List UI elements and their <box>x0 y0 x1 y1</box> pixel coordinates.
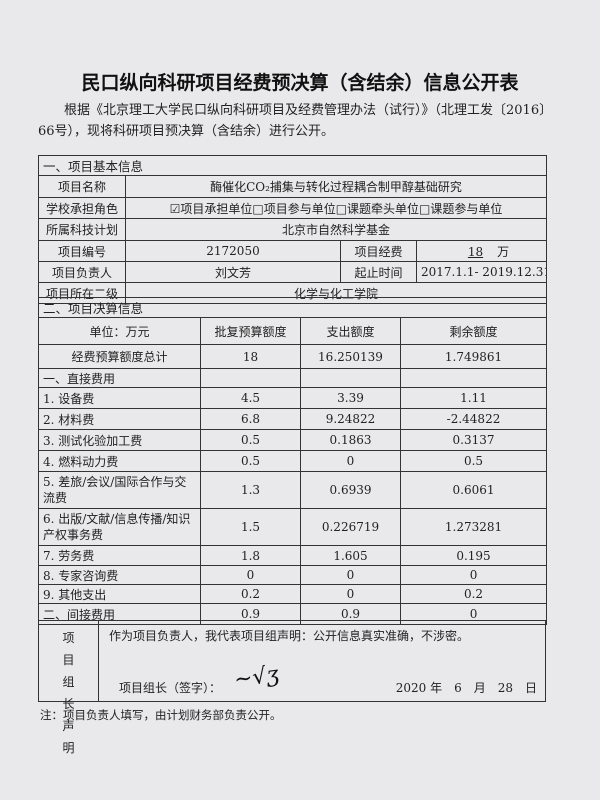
page-title: 民口纵向科研项目经费预决算（含结余）信息公开表 <box>81 72 519 94</box>
basic-info-table: 一、项目基本信息 项目名称 酶催化CO₂捕集与转化过程耦合制甲醇基础研究 学校承担… <box>37 155 548 304</box>
budget-item: 3. 测试化验加工费 <box>38 429 201 451</box>
budget-remaining: 0 <box>399 565 548 585</box>
budget-approved: 0.9 <box>200 603 301 625</box>
budget-item: 2. 材料费 <box>38 408 201 430</box>
header-remaining: 剩余额度 <box>399 317 548 345</box>
budget-approved: 6.8 <box>200 408 301 430</box>
budget-row: 二、间接费用 0.9 0.9 0 <box>38 603 548 625</box>
budget-spent: 0.6939 <box>300 471 401 509</box>
intro-paragraph: 根据《北京理工大学民口纵向科研项目及经费管理办法（试行）》（北理工发〔2016〕… <box>38 103 546 139</box>
budget-item: 二、间接费用 <box>38 603 201 625</box>
declaration-label-text: 项目组长声明 <box>62 631 75 755</box>
budget-item: 7. 劳务费 <box>38 545 201 566</box>
header-spent: 支出额度 <box>300 317 401 345</box>
budget-item: 4. 燃料动力费 <box>38 450 201 472</box>
budget-item: 8. 专家咨询费 <box>38 565 201 585</box>
budget-spent: 1.605 <box>300 545 401 566</box>
period-value: 2017.1.1- 2019.12.31 <box>415 261 548 283</box>
period-label: 起止时间 <box>340 261 417 283</box>
plan-value: 北京市自然科学基金 <box>124 218 548 241</box>
budget-approved: 0.5 <box>200 450 301 472</box>
budget-row: 5. 差旅/会议/国际合作与交流费 1.3 0.6939 0.6061 <box>38 471 548 509</box>
budget-approved <box>200 368 301 388</box>
budget-item: 经费预算额度总计 <box>38 344 201 369</box>
budget-spent <box>300 368 401 388</box>
leader-label: 项目负责人 <box>38 261 126 283</box>
section-basic-title: 一、项目基本信息 <box>37 155 548 176</box>
budget-approved: 0.2 <box>200 584 301 604</box>
budget-remaining: 1.11 <box>399 387 548 409</box>
budget-row: 4. 燃料动力费 0.5 0 0.5 <box>38 450 548 472</box>
fund-unit: 万 <box>497 244 510 259</box>
budget-spent: 0 <box>300 565 401 585</box>
budget-remaining: 0.2 <box>399 584 548 604</box>
header-approved: 批复预算额度 <box>200 317 301 345</box>
budget-item: 1. 设备费 <box>38 387 201 409</box>
budget-spent: 0.1863 <box>300 429 401 451</box>
budget-item: 5. 差旅/会议/国际合作与交流费 <box>38 471 201 509</box>
budget-approved: 1.3 <box>200 471 301 509</box>
budget-approved: 18 <box>200 344 301 369</box>
footnote: 注：项目负责人填写，由计划财务部负责公开。 <box>40 708 282 722</box>
declaration-date: 2020 年 6 月 28 日 <box>395 681 537 695</box>
budget-remaining: 0.3137 <box>399 429 548 451</box>
budget-row: 6. 出版/文献/信息传播/知识产权事务费 1.5 0.226719 1.273281 <box>38 508 548 546</box>
fund-value: 18 <box>467 244 484 259</box>
budget-table: 二、项目决算信息 单位：万元 批复预算额度 支出额度 剩余额度 经费预算额度总计… <box>37 297 548 625</box>
budget-row: 一、直接费用 <box>38 368 548 388</box>
declaration-text: 作为项目负责人，我代表项目组声明：公开信息真实准确，不涉密。 <box>109 629 470 643</box>
budget-row: 7. 劳务费 1.8 1.605 0.195 <box>38 545 548 566</box>
declaration-label: 项目组长声明 <box>39 621 99 755</box>
budget-remaining: 0.5 <box>399 450 548 472</box>
budget-row: 经费预算额度总计 18 16.250139 1.749861 <box>38 344 548 369</box>
plan-label: 所属科技计划 <box>38 218 126 241</box>
budget-approved: 0 <box>200 565 301 585</box>
section-budget-title: 二、项目决算信息 <box>37 297 548 318</box>
budget-approved: 1.8 <box>200 545 301 566</box>
budget-spent: 3.39 <box>300 387 401 409</box>
header-unit: 单位：万元 <box>38 317 201 345</box>
budget-spent: 0.9 <box>300 603 401 625</box>
budget-item: 9. 其他支出 <box>38 584 201 604</box>
budget-item: 一、直接费用 <box>38 368 201 388</box>
budget-approved: 1.5 <box>200 508 301 546</box>
budget-row: 1. 设备费 4.5 3.39 1.11 <box>38 387 548 409</box>
budget-remaining: 0.6061 <box>399 471 548 509</box>
budget-row: 9. 其他支出 0.2 0 0.2 <box>38 584 548 604</box>
fund-label: 项目经费 <box>340 240 417 262</box>
signature-image: ~√ʒ <box>232 661 281 694</box>
code-label: 项目编号 <box>38 240 126 262</box>
role-label: 学校承担角色 <box>38 197 126 219</box>
budget-row: 2. 材料费 6.8 9.24822 -2.44822 <box>38 408 548 430</box>
budget-approved: 4.5 <box>200 387 301 409</box>
budget-remaining <box>399 368 548 388</box>
budget-remaining: -2.44822 <box>399 408 548 430</box>
budget-row: 8. 专家咨询费 0 0 0 <box>38 565 548 585</box>
project-name: 酶催化CO₂捕集与转化过程耦合制甲醇基础研究 <box>124 175 548 198</box>
budget-approved: 0.5 <box>200 429 301 451</box>
budget-item: 6. 出版/文献/信息传播/知识产权事务费 <box>38 508 201 546</box>
code-value: 2172050 <box>125 240 341 262</box>
budget-spent: 16.250139 <box>300 344 401 369</box>
budget-spent: 0 <box>300 450 401 472</box>
fund-cell: 18 万 <box>415 240 548 262</box>
budget-spent: 0 <box>300 584 401 604</box>
budget-spent: 0.226719 <box>300 508 401 546</box>
signature-label: 项目组长（签字）： <box>119 681 222 695</box>
budget-remaining: 0 <box>399 603 548 625</box>
leader-value: 刘文芳 <box>125 261 341 283</box>
budget-remaining: 1.749861 <box>399 344 548 369</box>
role-checkboxes: ☑项目承担单位□项目参与单位□课题牵头单位□课题参与单位 <box>124 197 548 219</box>
budget-spent: 9.24822 <box>300 408 401 430</box>
budget-remaining: 1.273281 <box>399 508 548 546</box>
name-label: 项目名称 <box>38 175 126 198</box>
budget-row: 3. 测试化验加工费 0.5 0.1863 0.3137 <box>38 429 548 451</box>
declaration-box: 项目组长声明 作为项目负责人，我代表项目组声明：公开信息真实准确，不涉密。 项目… <box>38 620 546 755</box>
budget-remaining: 0.195 <box>399 545 548 566</box>
